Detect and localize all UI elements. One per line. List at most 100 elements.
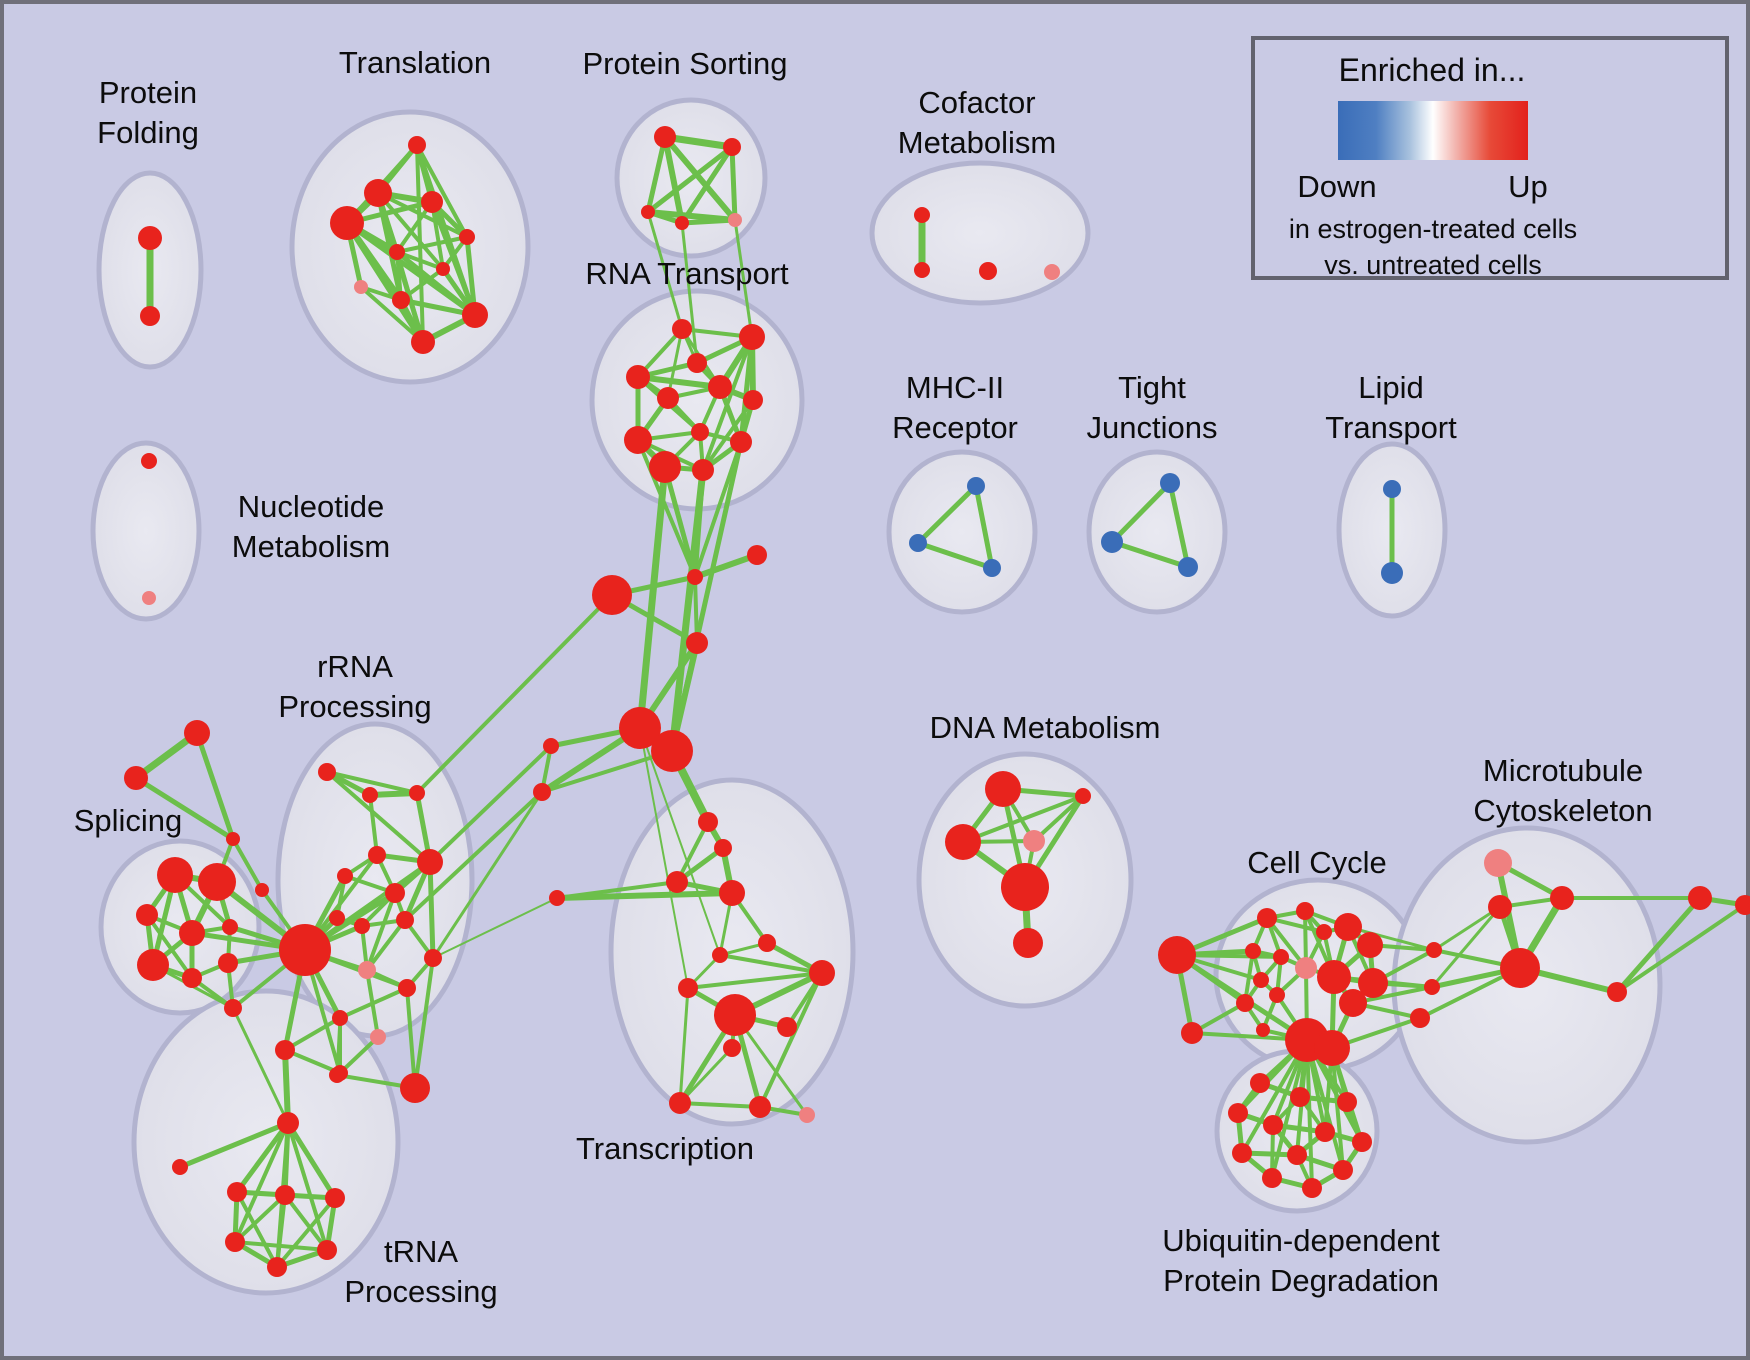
node-r1	[318, 763, 336, 781]
edge-mc1-mc4	[693, 575, 699, 645]
cluster-label-ubiquitin-dependent-protein-degradation-line1: Ubiquitin-dependent	[1162, 1223, 1440, 1258]
cluster-label-nucleotide-metabolism-line1: Nucleotide	[238, 489, 384, 524]
node-tn1	[227, 1182, 247, 1202]
node-ps5	[728, 213, 742, 227]
node-t2	[714, 839, 732, 857]
edge-tl8-tl11	[359, 285, 425, 344]
cluster-ellipse-cofactor-metabolism	[869, 160, 1091, 306]
edge-r6-r13	[427, 859, 436, 961]
node-cc11	[1317, 960, 1351, 994]
node-u9	[1287, 1145, 1307, 1165]
cluster-label-rna-transport: RNA Transport	[585, 256, 789, 291]
cluster-label-cofactor-metabolism-line1: Cofactor	[918, 85, 1035, 120]
edge-r14-r15	[338, 986, 409, 1020]
node-pf2	[140, 306, 160, 326]
node-tr3	[226, 832, 240, 846]
node-cm2	[914, 262, 930, 278]
node-tl11	[411, 330, 435, 354]
node-rt2	[739, 324, 765, 350]
node-tr1	[184, 720, 210, 746]
edge-lc2-r13	[431, 790, 544, 960]
edge-tl3-tl10	[429, 199, 478, 318]
node-t6	[712, 947, 728, 963]
edge-t9-t13	[678, 986, 690, 1105]
node-r6	[417, 849, 443, 875]
edge-d2-d4	[1032, 794, 1085, 843]
node-mc4	[686, 632, 708, 654]
node-u2	[1290, 1087, 1310, 1107]
node-cc13	[1358, 968, 1388, 998]
edge-tr1-tr3	[194, 730, 236, 842]
edge-tj1-tj3	[1167, 480, 1191, 570]
node-t15	[799, 1107, 815, 1123]
node-sp3	[136, 904, 158, 926]
node-mt2	[1550, 886, 1574, 910]
node-m1	[967, 477, 985, 495]
edge-rt4-rt6	[635, 374, 723, 390]
edge-tr2-tr3	[133, 775, 236, 842]
cluster-label-protein-folding-line1: Protein	[99, 75, 197, 110]
cluster-label-protein-folding-line2: Folding	[97, 115, 199, 150]
edge-rt1-rt5	[666, 327, 684, 400]
cluster-label-transcription: Transcription	[576, 1131, 754, 1166]
node-d1	[985, 771, 1021, 807]
node-ccL	[1158, 936, 1196, 974]
edge-mc3-r3	[415, 593, 614, 795]
cluster-label-lipid-transport-line1: Lipid	[1358, 370, 1424, 405]
node-tnr	[329, 1067, 345, 1083]
node-cc12	[1357, 932, 1383, 958]
node-sp1	[157, 857, 193, 893]
edge-r1-r3	[325, 770, 419, 795]
node-tni	[172, 1159, 188, 1175]
edge-t3-t5	[555, 880, 679, 900]
edge-mc1-mc2	[692, 552, 760, 580]
cluster-ellipse-rrna-processing	[275, 721, 475, 1039]
node-u12	[1302, 1178, 1322, 1198]
node-ccB	[1181, 1022, 1203, 1044]
cluster-label-cofactor-metabolism-line2: Metabolism	[898, 125, 1057, 160]
node-rt3	[687, 353, 707, 373]
edge-sp3-sp7	[145, 913, 194, 980]
edge-tl6-tl10	[394, 249, 478, 318]
node-rt10	[730, 431, 752, 453]
node-tn5	[317, 1240, 337, 1260]
node-d2	[1075, 788, 1091, 804]
cluster-label-tight-junctions-line2: Junctions	[1087, 410, 1218, 445]
node-rt4	[626, 365, 650, 389]
node-cm4	[1044, 264, 1060, 280]
edge-r2-r4	[368, 793, 379, 857]
edge-tj1-tj2	[1109, 480, 1173, 545]
node-u1	[1250, 1073, 1270, 1093]
edge-t4-t5	[554, 890, 735, 901]
node-cc15	[1256, 1023, 1270, 1037]
node-t9	[678, 978, 698, 998]
node-mt5	[1688, 886, 1712, 910]
node-mt4	[1607, 982, 1627, 1002]
edge-cn2-mt1	[1430, 905, 1502, 989]
node-mb2	[651, 730, 693, 772]
node-rt7	[743, 390, 763, 410]
node-mc1	[687, 569, 703, 585]
edge-m1-m3	[973, 483, 995, 571]
node-r15	[332, 1010, 348, 1026]
node-rt8	[691, 423, 709, 441]
cluster-label-trna-processing-line1: tRNA	[384, 1234, 458, 1269]
node-rt5	[657, 387, 679, 409]
node-cc6	[1273, 949, 1289, 965]
edge-tnb-r14	[405, 986, 417, 1090]
edge-m1-m2	[915, 483, 979, 546]
node-t8	[809, 960, 835, 986]
node-ps1	[654, 126, 676, 148]
node-sp9	[224, 999, 242, 1017]
legend-subtitle-line2: vs. untreated cells	[1324, 250, 1542, 280]
edge-tl5-tl6	[395, 235, 469, 254]
node-mc3	[592, 575, 632, 615]
cluster-label-splicing: Splicing	[74, 803, 183, 838]
node-rt9	[624, 426, 652, 454]
edge-tn0-tn5	[286, 1121, 329, 1252]
node-r12	[358, 961, 376, 979]
cluster-labels: Protein Folding Translation Protein Sorting…	[74, 45, 1653, 1309]
cluster-label-dna-metabolism: DNA Metabolism	[930, 710, 1161, 745]
edge-t12-t13	[678, 1046, 734, 1105]
cluster-label-rrna-processing-line2: Processing	[278, 689, 431, 724]
